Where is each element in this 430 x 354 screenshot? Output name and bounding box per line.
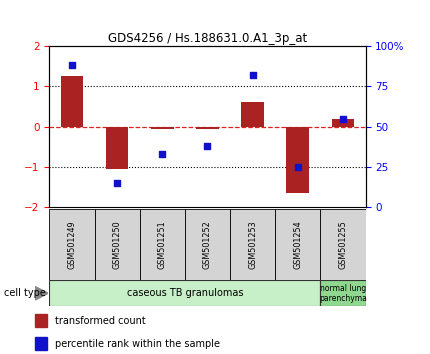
Text: GSM501249: GSM501249	[68, 220, 77, 269]
Title: GDS4256 / Hs.188631.0.A1_3p_at: GDS4256 / Hs.188631.0.A1_3p_at	[108, 32, 307, 45]
Bar	[241, 102, 264, 127]
Bar	[332, 119, 354, 127]
Polygon shape	[35, 287, 48, 300]
Point	[249, 72, 256, 78]
Point	[204, 143, 211, 149]
Bar	[196, 127, 219, 129]
Bar	[320, 209, 366, 280]
Bar	[49, 209, 95, 280]
Point	[159, 151, 166, 157]
Text: GSM501254: GSM501254	[293, 220, 302, 269]
Point	[339, 116, 346, 121]
Text: percentile rank within the sample: percentile rank within the sample	[55, 339, 220, 349]
Bar	[61, 76, 83, 127]
Bar	[140, 209, 185, 280]
Bar	[35, 337, 47, 350]
Point	[294, 164, 301, 170]
Text: GSM501251: GSM501251	[158, 220, 167, 269]
Bar	[151, 127, 174, 129]
Text: GSM501250: GSM501250	[113, 220, 122, 269]
Text: transformed count: transformed count	[55, 316, 146, 326]
Point	[114, 180, 120, 186]
Bar	[275, 209, 320, 280]
Bar	[95, 209, 140, 280]
Text: GSM501252: GSM501252	[203, 220, 212, 269]
Bar	[106, 127, 129, 169]
Bar	[49, 280, 320, 306]
Text: cell type: cell type	[4, 288, 46, 298]
Text: GSM501255: GSM501255	[338, 220, 347, 269]
Bar	[286, 127, 309, 193]
Text: caseous TB granulomas: caseous TB granulomas	[127, 288, 243, 298]
Point	[69, 63, 76, 68]
Bar	[230, 209, 275, 280]
Text: GSM501253: GSM501253	[248, 220, 257, 269]
Bar	[35, 314, 47, 327]
Bar	[320, 280, 366, 306]
Bar	[185, 209, 230, 280]
Text: normal lung
parenchyma: normal lung parenchyma	[319, 284, 367, 303]
